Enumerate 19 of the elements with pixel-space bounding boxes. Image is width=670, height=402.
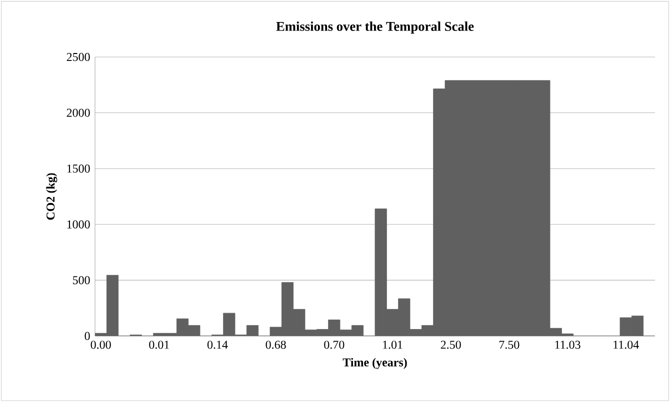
chart-title: Emissions over the Temporal Scale [276,22,474,34]
x-tick-label: 11.03 [555,340,580,349]
x-axis-title: Time (years) [342,358,407,369]
x-tick-label: 0.70 [324,340,344,349]
x-tick-label: 1.01 [383,340,402,349]
y-tick-label: 1500 [67,164,90,173]
y-tick-label: 1000 [67,220,90,228]
y-tick-label: 2000 [66,108,90,117]
x-tick-label: 11.04 [614,340,639,349]
y-axis-title: CO2 (kg) [46,173,58,220]
x-tick-label: 0.01 [149,340,169,349]
x-tick-label: 0.14 [207,340,228,349]
x-tick-label: 0.68 [266,340,286,349]
x-tick-label: 7.50 [499,340,520,349]
y-tick-label: 0 [84,332,90,340]
x-tick-label: 2.50 [440,340,461,349]
y-tick-label: 500 [72,276,90,284]
y-tick-label: 2500 [66,52,90,62]
x-tick-label: 0.00 [90,340,111,349]
